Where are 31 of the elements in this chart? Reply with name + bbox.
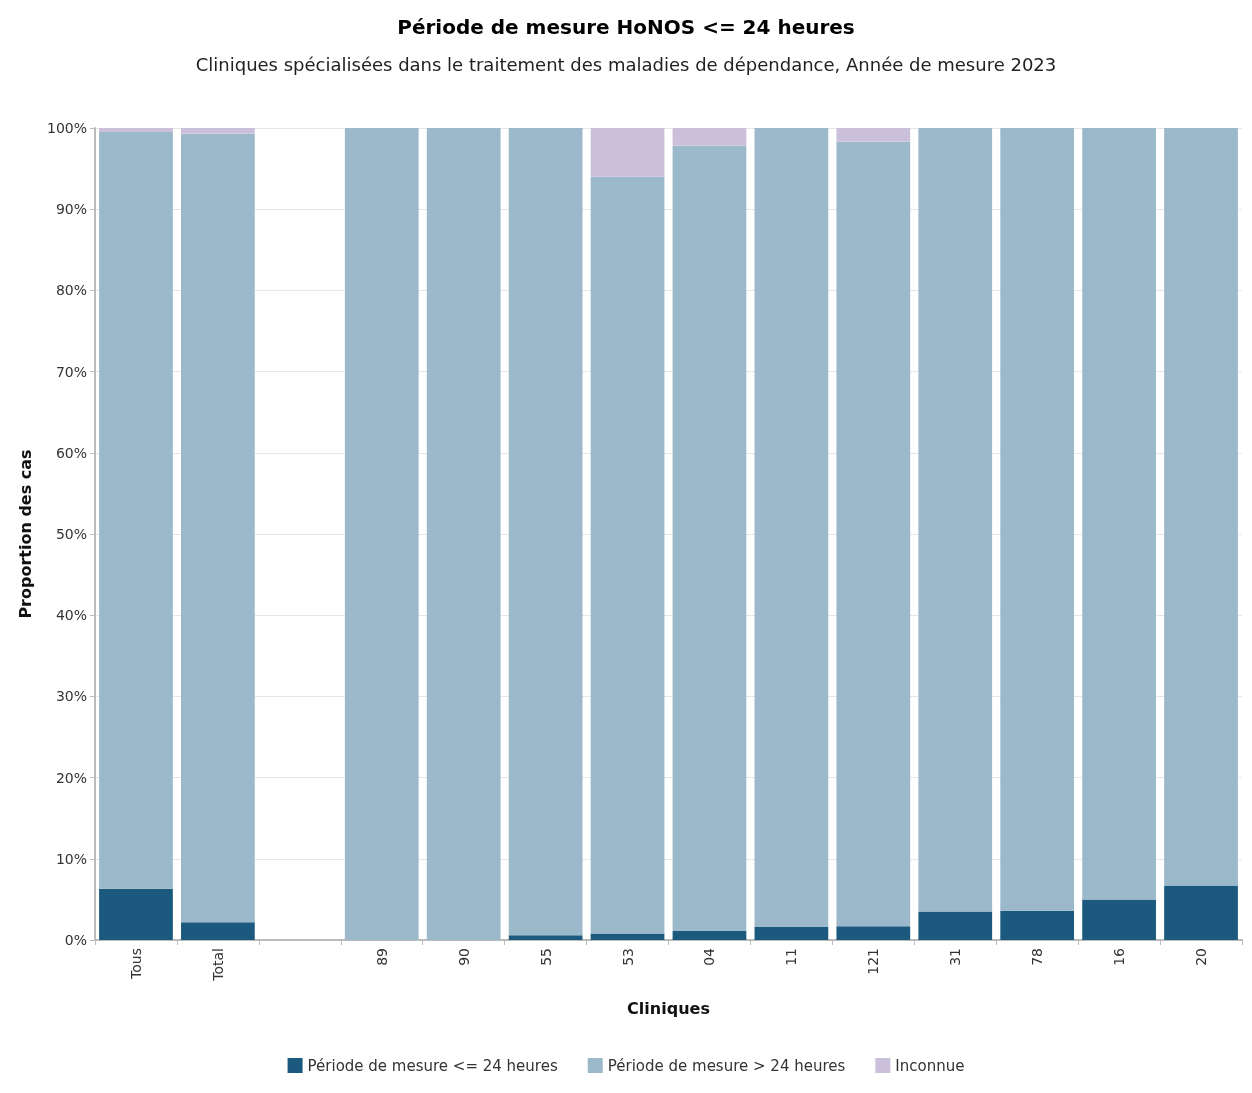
y-tick-label: 0% (64, 932, 87, 948)
y-axis-title: Proportion des cas (15, 449, 35, 619)
x-axis-title: Cliniques (627, 998, 710, 1018)
y-tick-label: 40% (55, 607, 87, 624)
chart-subtitle: Cliniques spécialisées dans le traitement des maladies de dépendance, Année de mesure 2023 (195, 53, 1057, 75)
legend-label: Période de mesure > 24 heures (607, 1056, 846, 1075)
x-tick-label: Tous (127, 948, 144, 980)
x-tick-label: 89 (373, 948, 390, 966)
y-tick-label: 30% (55, 688, 87, 705)
y-tick-label: 80% (55, 282, 87, 299)
y-tick-label: 20% (55, 769, 87, 786)
legend-label: Inconnue (895, 1056, 965, 1075)
x-tick-label: 53 (619, 948, 636, 966)
y-tick-label: 70% (55, 363, 87, 380)
legend-label: Période de mesure <= 24 heures (307, 1056, 558, 1075)
x-tick-label: 90 (455, 948, 472, 966)
x-tick-label: Total (209, 948, 226, 982)
y-tick-label: 50% (55, 526, 87, 542)
x-tick-label: 20 (1193, 948, 1210, 966)
x-tick-label: 55 (537, 948, 554, 966)
x-tick-label: 11 (783, 948, 800, 966)
y-tick-label: 60% (55, 444, 87, 461)
x-tick-label: 121 (865, 948, 882, 975)
x-tick-label: 16 (1111, 947, 1128, 966)
x-tick-label: 31 (947, 948, 964, 966)
y-tick-label: 90% (55, 201, 87, 218)
y-tick-label: 10% (55, 850, 87, 867)
y-tick-label: 100% (46, 120, 87, 136)
x-tick-label: 04 (701, 947, 718, 966)
x-tick-label: 78 (1029, 948, 1046, 966)
chart-title: Période de mesure HoNOS <= 24 heures (397, 15, 855, 39)
